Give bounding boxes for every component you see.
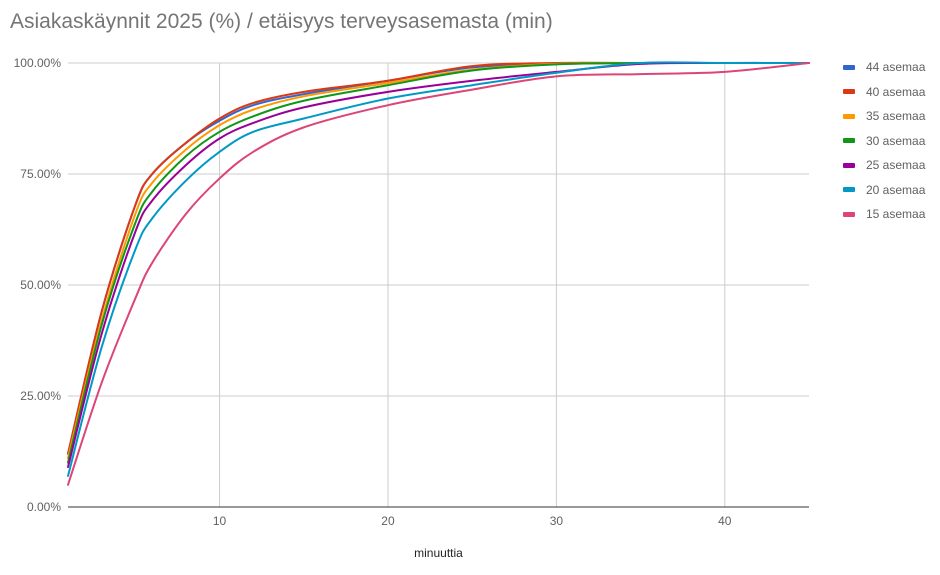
chart-title: Asiakaskäynnit 2025 (%) / etäisyys terve… bbox=[10, 10, 553, 33]
legend-label: 20 asemaa bbox=[866, 182, 926, 197]
y-axis: 0.00% 25.00% 50.00% 75.00% 100.00% bbox=[14, 56, 62, 514]
x-tick-label: 10 bbox=[213, 514, 227, 528]
legend-item-25-asemaa[interactable]: 25 asemaa bbox=[843, 153, 925, 178]
legend-item-20-asemaa[interactable]: 20 asemaa bbox=[843, 178, 925, 203]
legend-swatch bbox=[843, 211, 855, 217]
legend-label: 44 asemaa bbox=[866, 60, 926, 75]
grid bbox=[68, 62, 809, 507]
series-line-25-asemaa bbox=[67, 61, 810, 469]
legend-swatch bbox=[843, 187, 855, 193]
series-line-30-asemaa bbox=[67, 61, 810, 464]
legend-item-44-asemaa[interactable]: 44 asemaa bbox=[843, 55, 925, 80]
legend-label: 35 asemaa bbox=[866, 109, 926, 124]
x-tick-label: 30 bbox=[550, 514, 564, 528]
legend-item-15-asemaa[interactable]: 15 asemaa bbox=[843, 202, 925, 227]
legend: 44 asemaa 40 asemaa 35 asemaa 30 asemaa 25 a… bbox=[843, 55, 925, 227]
x-axis-label: minuuttia bbox=[414, 546, 463, 560]
series-line-44-asemaa bbox=[67, 61, 810, 455]
x-tick-label: 20 bbox=[381, 514, 395, 528]
legend-swatch bbox=[843, 64, 855, 70]
legend-swatch bbox=[843, 138, 855, 144]
legend-swatch bbox=[843, 89, 855, 95]
legend-swatch bbox=[843, 162, 855, 168]
legend-item-30-asemaa[interactable]: 30 asemaa bbox=[843, 129, 925, 154]
y-tick-label: 100.00% bbox=[14, 56, 62, 70]
legend-item-40-asemaa[interactable]: 40 asemaa bbox=[843, 80, 925, 105]
x-tick-label: 40 bbox=[718, 514, 732, 528]
y-tick-label: 0.00% bbox=[27, 500, 61, 514]
y-tick-label: 75.00% bbox=[20, 167, 61, 181]
series-line-20-asemaa bbox=[67, 61, 810, 477]
series-line-15-asemaa bbox=[67, 62, 810, 486]
series-line-40-asemaa bbox=[67, 61, 810, 455]
y-tick-label: 25.00% bbox=[20, 389, 61, 403]
legend-item-35-asemaa[interactable]: 35 asemaa bbox=[843, 104, 925, 129]
legend-swatch bbox=[843, 113, 855, 119]
legend-label: 25 asemaa bbox=[866, 158, 926, 173]
legend-label: 15 asemaa bbox=[866, 207, 926, 222]
series-lines bbox=[67, 61, 810, 486]
legend-label: 40 asemaa bbox=[866, 84, 926, 99]
x-axis: 10 20 30 40 bbox=[213, 514, 732, 528]
series-line-35-asemaa bbox=[67, 61, 810, 460]
y-tick-label: 50.00% bbox=[20, 278, 61, 292]
legend-label: 30 asemaa bbox=[866, 133, 926, 148]
